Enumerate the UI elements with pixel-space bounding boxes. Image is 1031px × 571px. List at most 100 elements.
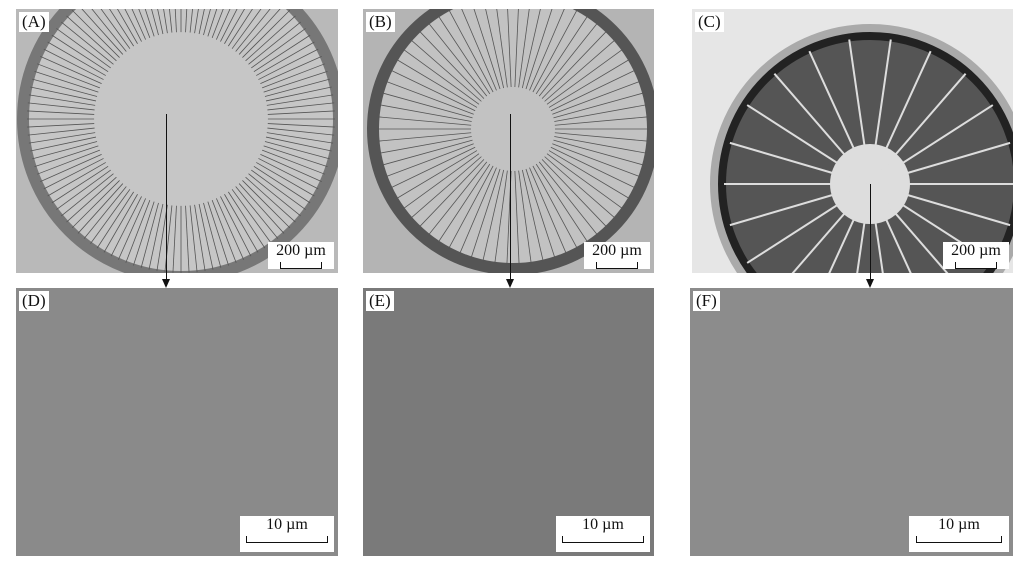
crack-line xyxy=(43,158,104,190)
crack-line xyxy=(264,141,330,160)
crack-line xyxy=(224,194,259,253)
arrow-b-to-e xyxy=(506,114,514,288)
crack-line xyxy=(869,183,912,273)
scale-bar-text: 10 µm xyxy=(582,516,624,533)
crack-line xyxy=(248,173,301,217)
crack-line xyxy=(30,136,97,152)
crack-line xyxy=(260,55,322,85)
micrograph-c: (C) 200 µm xyxy=(692,9,1013,273)
panel-label: (E) xyxy=(366,291,394,311)
crack-line xyxy=(231,9,262,49)
crack-line xyxy=(100,9,131,49)
crack-line xyxy=(235,186,279,239)
crack-line xyxy=(148,203,164,270)
micrograph-b: (B) 200 µm xyxy=(363,9,654,273)
crack-line xyxy=(554,116,649,126)
crack-line xyxy=(231,189,272,244)
crack-line xyxy=(532,165,578,249)
crack-line xyxy=(437,15,491,95)
crack-line xyxy=(410,39,482,102)
crack-line xyxy=(198,9,205,35)
crack-line xyxy=(242,180,291,229)
crack-line xyxy=(461,9,497,91)
crack-line xyxy=(40,153,102,183)
crack-line xyxy=(496,9,508,88)
crack-line xyxy=(30,86,97,102)
crack-line xyxy=(535,15,589,95)
scale-bar: 10 µm xyxy=(240,516,334,552)
crack-line xyxy=(869,183,949,273)
crack-line xyxy=(266,94,334,106)
crack-line xyxy=(32,141,98,160)
crack-line xyxy=(207,201,229,266)
crack-line xyxy=(808,50,871,185)
crack-line xyxy=(265,86,332,102)
crack-line xyxy=(125,199,151,263)
crack-line xyxy=(261,149,325,175)
crack-line xyxy=(189,9,193,33)
scale-bar-text: 200 µm xyxy=(592,242,642,259)
crack-line xyxy=(40,55,102,85)
crack-line xyxy=(869,73,967,185)
crack-line xyxy=(402,48,480,105)
crack-line xyxy=(379,136,472,154)
crack-line xyxy=(448,9,494,93)
crack-line xyxy=(144,9,155,37)
crack-line xyxy=(103,194,138,253)
crack-line xyxy=(83,186,127,239)
crack-line xyxy=(553,92,645,119)
crack-line xyxy=(554,136,647,154)
crack-line xyxy=(235,9,271,52)
droplet-spokes-b xyxy=(367,9,654,273)
crack-line xyxy=(43,48,104,80)
panel-label: (C) xyxy=(695,12,724,32)
crack-line xyxy=(51,165,109,204)
crack-line xyxy=(66,15,117,62)
crack-line xyxy=(77,183,124,234)
crack-line xyxy=(117,198,147,260)
crack-line xyxy=(264,78,330,97)
crack-line xyxy=(869,183,1011,227)
scale-bar: 200 µm xyxy=(584,242,650,269)
crack-line xyxy=(869,183,884,273)
crack-line xyxy=(117,9,138,44)
crack-line xyxy=(215,9,231,40)
crack-line xyxy=(260,153,322,183)
crack-line xyxy=(265,136,332,152)
droplet-rim xyxy=(367,9,654,273)
crack-line xyxy=(546,48,624,105)
crack-line xyxy=(544,39,616,102)
crack-line xyxy=(220,196,252,257)
crack-line xyxy=(138,9,151,39)
crack-line xyxy=(448,165,494,249)
crack-line xyxy=(267,123,335,128)
crack-line xyxy=(27,102,95,111)
crack-line xyxy=(51,34,109,73)
crack-line xyxy=(828,183,871,273)
crack-line xyxy=(532,9,578,93)
crack-line xyxy=(437,163,491,243)
crack-line xyxy=(869,104,994,185)
crack-line xyxy=(34,71,99,93)
crack-line xyxy=(61,21,114,65)
crack-line xyxy=(418,30,485,99)
crack-line xyxy=(258,158,319,190)
crack-line xyxy=(553,139,645,166)
crack-line xyxy=(207,9,218,37)
crack-line xyxy=(538,161,599,236)
crack-line xyxy=(56,169,111,210)
crack-line xyxy=(220,9,238,42)
crack-line xyxy=(791,183,871,273)
crack-line xyxy=(140,202,159,268)
crack-line xyxy=(267,102,335,111)
crack-line xyxy=(156,204,168,272)
crack-line xyxy=(198,203,214,270)
crack-line xyxy=(552,143,641,178)
crack-line xyxy=(746,104,871,185)
crack-line xyxy=(96,191,135,249)
crack-line xyxy=(56,28,111,69)
scale-bar: 10 µm xyxy=(909,516,1009,552)
crack-line xyxy=(544,156,616,219)
crack-line xyxy=(514,9,519,88)
crack-line xyxy=(194,9,199,34)
